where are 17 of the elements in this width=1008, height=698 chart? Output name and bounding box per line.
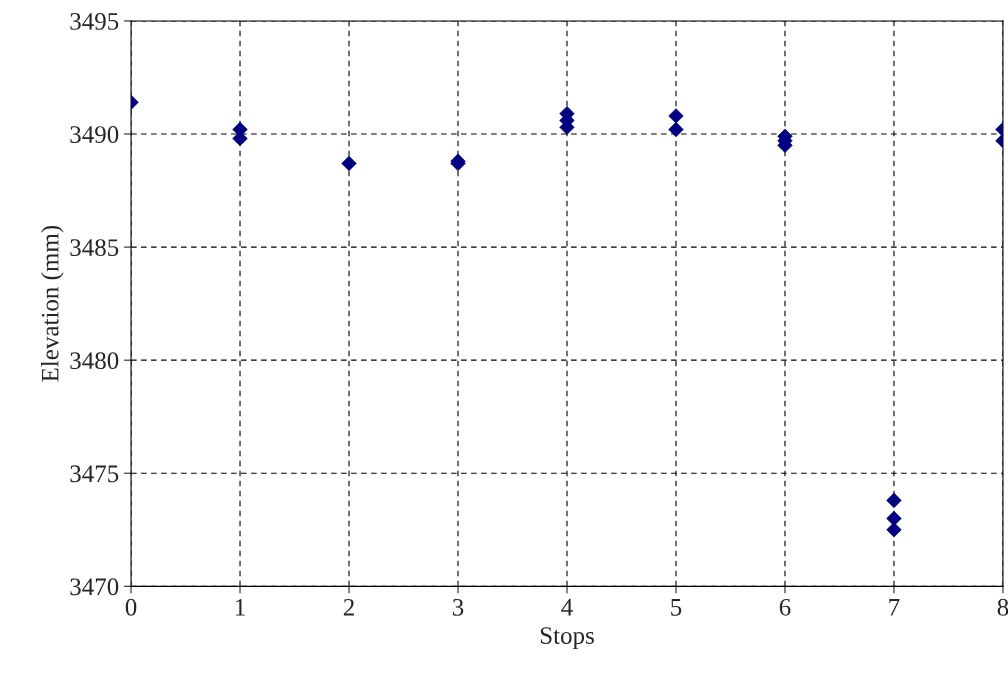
x-tick-label: 7: [889, 599, 900, 616]
x-tick-label: 6: [779, 598, 791, 616]
x-tick-label: 8: [997, 598, 1008, 616]
x-tick-label: 3: [452, 598, 464, 616]
y-axis-title: Elevation (mm): [41, 225, 64, 382]
x-tick-label: 2: [343, 598, 354, 616]
y-tick-label: 3470: [70, 578, 119, 596]
x-tick-label: 0: [125, 598, 137, 616]
y-tick-label: 3485: [70, 239, 119, 257]
x-axis-title: Stops: [540, 627, 594, 650]
y-tick-label: 3495: [70, 13, 119, 30]
y-tick-label: 3475: [70, 465, 119, 483]
y-tick-label: 3490: [70, 126, 119, 143]
x-tick-label: 5: [671, 599, 682, 616]
y-tick-label: 3480: [70, 352, 119, 370]
x-tick-label: 4: [561, 599, 573, 616]
x-tick-label: 1: [235, 598, 245, 616]
